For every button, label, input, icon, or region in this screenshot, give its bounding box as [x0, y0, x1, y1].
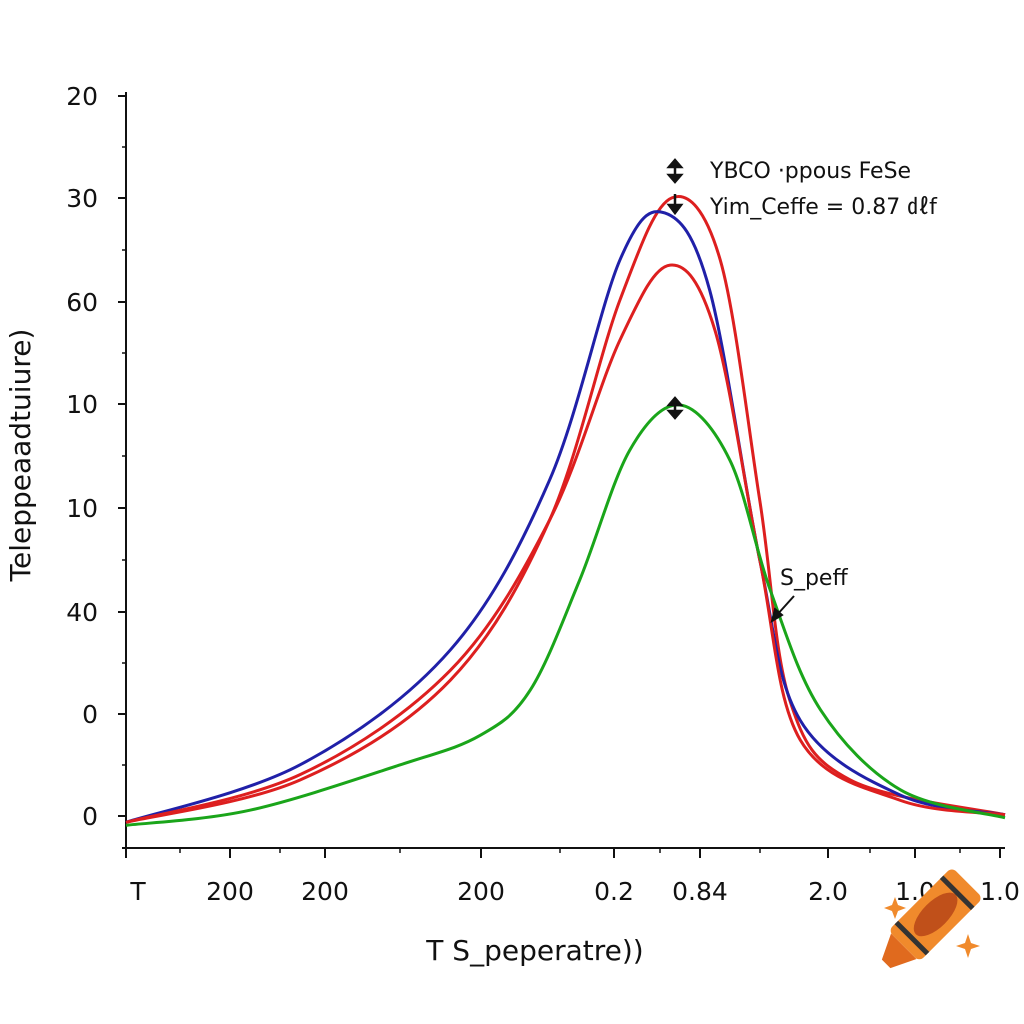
x-tick-label: 200 — [301, 877, 349, 906]
y-tick-label: 40 — [66, 598, 98, 627]
double-arrow-icon — [666, 158, 684, 184]
sparkle-icon — [956, 934, 980, 958]
x-tick-label: 1.0 — [980, 877, 1020, 906]
legend-line-2: Yim_Ceffe = 0.87 ㎗f — [709, 195, 938, 220]
series-group — [125, 195, 1006, 827]
x-tick-label: T — [129, 877, 146, 906]
x-tick-label: 200 — [457, 877, 505, 906]
crayon-logo — [881, 869, 981, 969]
y-tick-label: 60 — [66, 288, 98, 317]
y-tick-label: 20 — [66, 82, 98, 111]
x-tick-label: 2.0 — [808, 877, 848, 906]
x-tick-label: 200 — [206, 877, 254, 906]
double-arrow-icon — [666, 396, 684, 420]
pointer-arrow-icon — [770, 595, 795, 624]
pointer-label: S_peff — [780, 566, 848, 591]
y-tick-label: 10 — [66, 494, 98, 523]
sparkle-icon — [884, 897, 906, 919]
down-arrow-icon — [666, 194, 684, 216]
y-tick-label: 0 — [82, 802, 98, 831]
y-tick-label: 30 — [66, 184, 98, 213]
x-tick-label: 0.2 — [594, 877, 634, 906]
legend-line-1: YBCO ·ppous FeSe — [709, 159, 911, 184]
y-tick-label: 0 — [82, 700, 98, 729]
y-axis-title: Teleppeaadtuiure) — [4, 329, 37, 583]
series-line-1 — [125, 195, 1006, 824]
series-line-2 — [125, 210, 1006, 824]
series-line-3 — [125, 263, 1006, 824]
y-tick-label: 10 — [66, 390, 98, 419]
x-tick-label: 0.84 — [672, 877, 728, 906]
x-axis-title: T S_peperatre)) — [425, 934, 643, 967]
series-line-4 — [125, 403, 1006, 827]
annotations: YBCO ·ppous FeSe Yim_Ceffe = 0.87 ㎗f S_p… — [666, 158, 938, 624]
